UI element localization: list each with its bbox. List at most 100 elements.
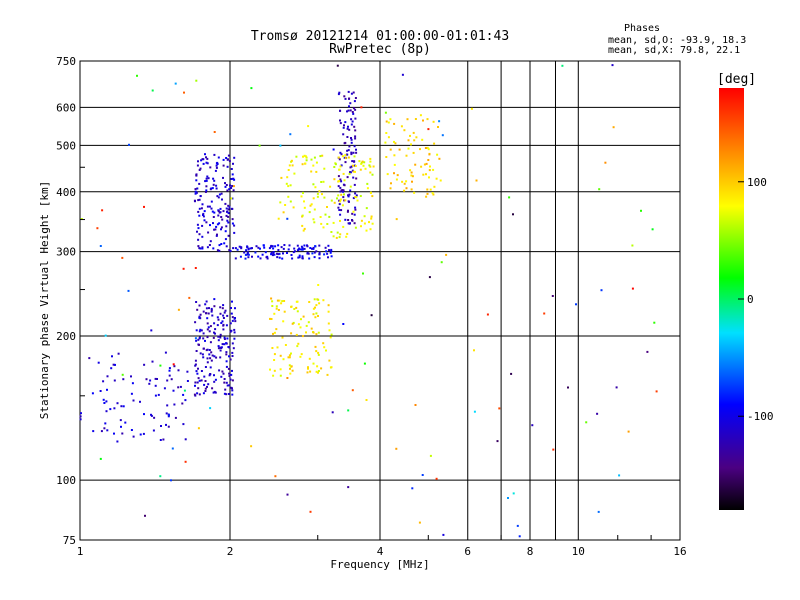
data-point	[387, 121, 390, 124]
data-point	[172, 363, 175, 366]
data-point	[312, 164, 315, 167]
data-point	[197, 387, 200, 390]
data-point	[308, 257, 311, 260]
data-point	[310, 203, 313, 206]
data-point	[403, 189, 406, 192]
data-point	[297, 248, 300, 251]
data-point	[327, 304, 330, 307]
data-point	[286, 377, 289, 379]
data-point	[207, 326, 210, 329]
data-point	[249, 247, 252, 250]
data-point	[406, 118, 409, 121]
data-point	[350, 123, 353, 126]
data-point	[385, 120, 388, 123]
data-point	[363, 362, 366, 365]
data-point	[470, 107, 473, 110]
data-point	[247, 256, 250, 259]
data-point	[305, 156, 308, 159]
data-point	[196, 187, 199, 190]
data-point	[317, 331, 320, 334]
data-point	[353, 125, 356, 128]
data-point	[365, 229, 368, 232]
data-point	[214, 328, 217, 331]
data-point	[411, 175, 414, 178]
data-point	[332, 148, 335, 151]
data-point	[230, 307, 232, 309]
data-point	[433, 185, 436, 188]
data-point	[119, 419, 122, 422]
data-point	[224, 182, 226, 185]
data-point	[272, 332, 274, 335]
data-point	[221, 218, 224, 221]
data-point	[212, 247, 215, 250]
data-point	[210, 359, 213, 362]
data-point	[310, 158, 313, 161]
data-point	[354, 226, 357, 229]
data-point	[247, 247, 250, 250]
data-point	[117, 352, 120, 355]
data-point	[208, 307, 210, 310]
data-point	[228, 206, 231, 209]
data-point	[257, 246, 260, 249]
data-point	[309, 204, 312, 207]
data-point	[233, 224, 236, 227]
data-point	[251, 247, 253, 250]
data-point	[359, 195, 362, 197]
data-point	[336, 64, 339, 67]
data-point	[354, 170, 356, 173]
data-point	[216, 161, 219, 164]
data-point	[209, 366, 212, 369]
data-point	[216, 195, 219, 198]
data-point	[227, 346, 230, 348]
data-point	[209, 407, 212, 410]
data-point	[349, 185, 352, 188]
data-point	[196, 164, 199, 167]
data-point	[356, 199, 359, 202]
data-point	[323, 346, 326, 349]
data-point	[401, 180, 404, 183]
data-point	[398, 148, 401, 151]
data-point	[389, 148, 392, 151]
data-point	[372, 165, 375, 168]
data-point	[279, 144, 282, 147]
data-point	[173, 403, 176, 406]
data-point	[79, 418, 82, 421]
data-point	[346, 149, 349, 152]
data-point	[198, 207, 201, 210]
data-point	[314, 345, 317, 348]
data-point	[338, 236, 341, 239]
data-point	[277, 249, 280, 251]
data-point	[282, 211, 285, 214]
data-point	[359, 168, 362, 171]
data-point	[303, 200, 305, 203]
data-point	[195, 179, 198, 182]
data-point	[352, 197, 355, 200]
data-point	[439, 179, 442, 182]
data-point	[279, 374, 282, 377]
data-point	[201, 246, 204, 249]
stats-line1-label: mean, sd,O:	[608, 35, 674, 46]
data-point	[231, 316, 234, 319]
x-tick-label: 16	[673, 545, 686, 558]
data-point	[419, 114, 422, 117]
data-point	[427, 159, 430, 161]
data-point	[384, 111, 387, 114]
data-point	[290, 305, 293, 308]
data-point	[423, 163, 426, 166]
data-point	[355, 151, 358, 154]
data-point	[127, 289, 130, 292]
data-point	[303, 206, 306, 209]
y-tick-label: 600	[56, 101, 76, 114]
data-point	[326, 223, 329, 225]
data-point	[216, 233, 218, 236]
data-point	[283, 300, 286, 302]
data-point	[225, 342, 228, 345]
data-point	[330, 255, 333, 258]
data-point	[313, 221, 316, 224]
data-point	[255, 245, 258, 248]
data-point	[154, 377, 157, 380]
data-point	[422, 173, 425, 176]
data-point	[213, 374, 215, 377]
data-point	[270, 251, 273, 254]
data-point	[202, 347, 205, 350]
